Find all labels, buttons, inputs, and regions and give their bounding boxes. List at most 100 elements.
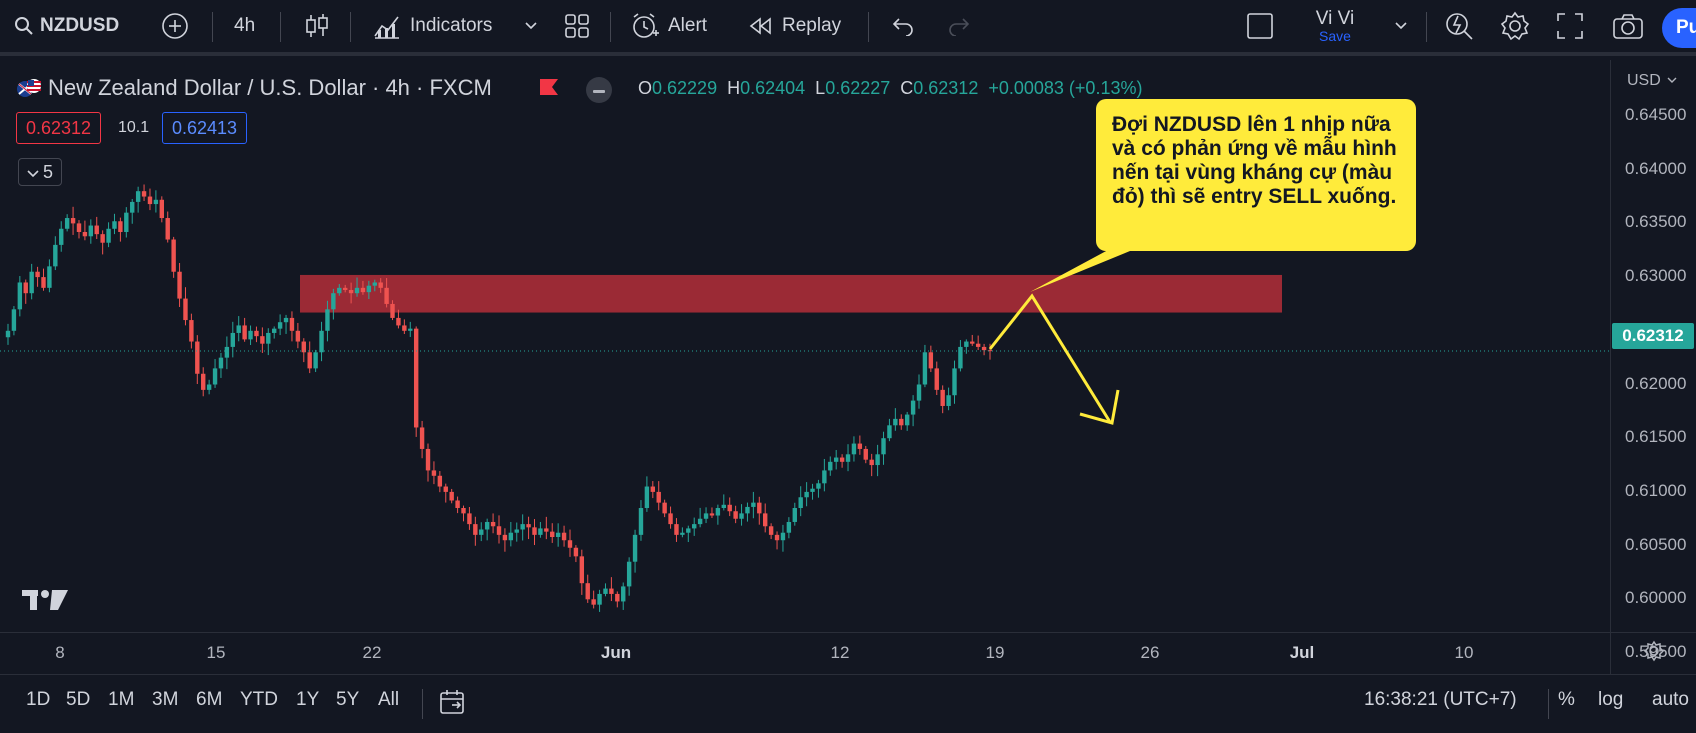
fullscreen-icon bbox=[1556, 12, 1584, 40]
range-1m[interactable]: 1M bbox=[108, 689, 135, 710]
projection-arrowhead bbox=[1079, 389, 1120, 425]
layouts-button[interactable] bbox=[564, 0, 590, 52]
low-value: 0.62227 bbox=[825, 78, 891, 98]
candle-body bbox=[609, 588, 614, 594]
flag-marker-icon[interactable] bbox=[540, 79, 558, 99]
log-toggle[interactable]: log bbox=[1598, 689, 1624, 710]
candle-body bbox=[703, 513, 709, 519]
indicators-button[interactable]: Indicators bbox=[372, 0, 492, 52]
range-3m[interactable]: 3M bbox=[152, 689, 179, 710]
candle-body bbox=[934, 368, 939, 390]
chart-canvas[interactable] bbox=[0, 60, 1610, 632]
grid-icon bbox=[564, 13, 590, 39]
auto-toggle[interactable]: auto bbox=[1652, 689, 1689, 710]
candle-body bbox=[833, 457, 839, 462]
candle-body bbox=[455, 500, 460, 509]
price-tick-label: 0.63000 bbox=[1625, 266, 1687, 286]
candles-icon bbox=[304, 12, 330, 40]
candle-body bbox=[751, 502, 756, 507]
annotation-callout[interactable]: Đợi NZDUSD lên 1 nhịp nữa và có phản ứng… bbox=[1096, 99, 1416, 251]
candle-body bbox=[413, 328, 419, 428]
buy-price-button[interactable]: 0.62413 bbox=[162, 112, 248, 144]
user-menu[interactable]: Vi Vi Save bbox=[1310, 0, 1360, 52]
sell-price-button[interactable]: 0.62312 bbox=[16, 112, 102, 144]
range-6m[interactable]: 6M bbox=[196, 689, 223, 710]
layout-select-button[interactable] bbox=[1246, 0, 1274, 52]
goto-date-button[interactable] bbox=[438, 687, 468, 723]
lightning-search-icon bbox=[1444, 11, 1474, 41]
range-1d[interactable]: 1D bbox=[26, 689, 51, 710]
candle-body bbox=[845, 454, 851, 462]
compare-button[interactable] bbox=[160, 0, 190, 52]
chevron-down-icon bbox=[524, 21, 538, 31]
candle-body bbox=[603, 588, 608, 594]
time-tick-label: 22 bbox=[362, 643, 382, 662]
fullscreen-button[interactable] bbox=[1556, 0, 1584, 52]
redo-button[interactable] bbox=[946, 0, 972, 52]
candle-body bbox=[70, 218, 76, 224]
nz-us-flag-icon bbox=[16, 77, 42, 99]
percent-toggle[interactable]: % bbox=[1558, 689, 1575, 710]
quick-search-button[interactable] bbox=[1444, 0, 1474, 52]
candle-body bbox=[869, 459, 874, 466]
candle-body bbox=[970, 341, 975, 344]
minus-icon bbox=[593, 81, 605, 99]
candle-body bbox=[851, 443, 857, 455]
undo-button[interactable] bbox=[890, 0, 916, 52]
candle-body bbox=[910, 400, 916, 415]
top-toolbar: NZDUSD 4h Indicators Alert bbox=[0, 0, 1696, 56]
publish-button[interactable]: Pu bbox=[1662, 8, 1696, 48]
candle-body bbox=[958, 346, 963, 369]
axis-settings-button[interactable] bbox=[1610, 632, 1696, 674]
candle-body bbox=[828, 461, 833, 471]
candle-body bbox=[822, 470, 827, 484]
clock-timezone[interactable]: 16:38:21 (UTC+7) bbox=[1364, 689, 1517, 710]
chart-type-button[interactable] bbox=[304, 0, 330, 52]
undo-icon bbox=[890, 16, 916, 36]
candle-body bbox=[774, 534, 780, 541]
replay-label: Replay bbox=[782, 15, 842, 36]
candle-body bbox=[538, 528, 543, 535]
snapshot-button[interactable] bbox=[1612, 0, 1644, 52]
replay-button[interactable]: Replay bbox=[748, 0, 841, 52]
candle-body bbox=[964, 341, 969, 347]
candle-body bbox=[686, 528, 691, 533]
candle-body bbox=[709, 513, 715, 516]
symbol-legend[interactable]: New Zealand Dollar / U.S. Dollar · 4h · … bbox=[16, 74, 492, 102]
candle-body bbox=[632, 534, 638, 562]
range-1y[interactable]: 1Y bbox=[296, 689, 320, 710]
symbol-search[interactable]: NZDUSD bbox=[14, 0, 119, 52]
candle-body bbox=[88, 225, 94, 237]
candle-body bbox=[692, 524, 697, 529]
range-5y[interactable]: 5Y bbox=[336, 689, 360, 710]
tradingview-logo[interactable] bbox=[22, 588, 68, 617]
indicators-collapse-button[interactable]: 5 bbox=[18, 158, 62, 186]
candle-body bbox=[615, 593, 620, 602]
interval-button[interactable]: 4h bbox=[234, 15, 256, 36]
candle-body bbox=[266, 332, 271, 344]
range-5d[interactable]: 5D bbox=[66, 689, 91, 710]
range-ytd[interactable]: YTD bbox=[240, 689, 278, 710]
candle-body bbox=[124, 212, 129, 232]
settings-button[interactable] bbox=[1500, 0, 1530, 52]
candle-body bbox=[922, 352, 928, 385]
candle-body bbox=[171, 239, 176, 272]
currency-selector[interactable]: USD bbox=[1627, 72, 1677, 90]
candle-body bbox=[437, 475, 443, 487]
range-all[interactable]: All bbox=[378, 689, 400, 710]
candle-body bbox=[981, 346, 987, 351]
time-axis[interactable]: 8 15 22 Jun 12 19 26 Jul 10 bbox=[0, 632, 1610, 674]
candle-body bbox=[490, 521, 496, 527]
user-dropdown[interactable] bbox=[1394, 0, 1408, 52]
spread-value: 10.1 bbox=[118, 119, 150, 136]
candle-body bbox=[342, 287, 348, 290]
candle-body bbox=[372, 282, 377, 286]
hide-legend-button[interactable] bbox=[586, 77, 612, 103]
candle-body bbox=[35, 271, 40, 278]
alert-button[interactable]: Alert bbox=[630, 0, 707, 52]
candle-body bbox=[792, 508, 797, 522]
candle-body bbox=[183, 298, 188, 321]
indicators-dropdown[interactable] bbox=[524, 0, 538, 52]
candle-body bbox=[520, 524, 525, 530]
candle-body bbox=[230, 332, 235, 347]
